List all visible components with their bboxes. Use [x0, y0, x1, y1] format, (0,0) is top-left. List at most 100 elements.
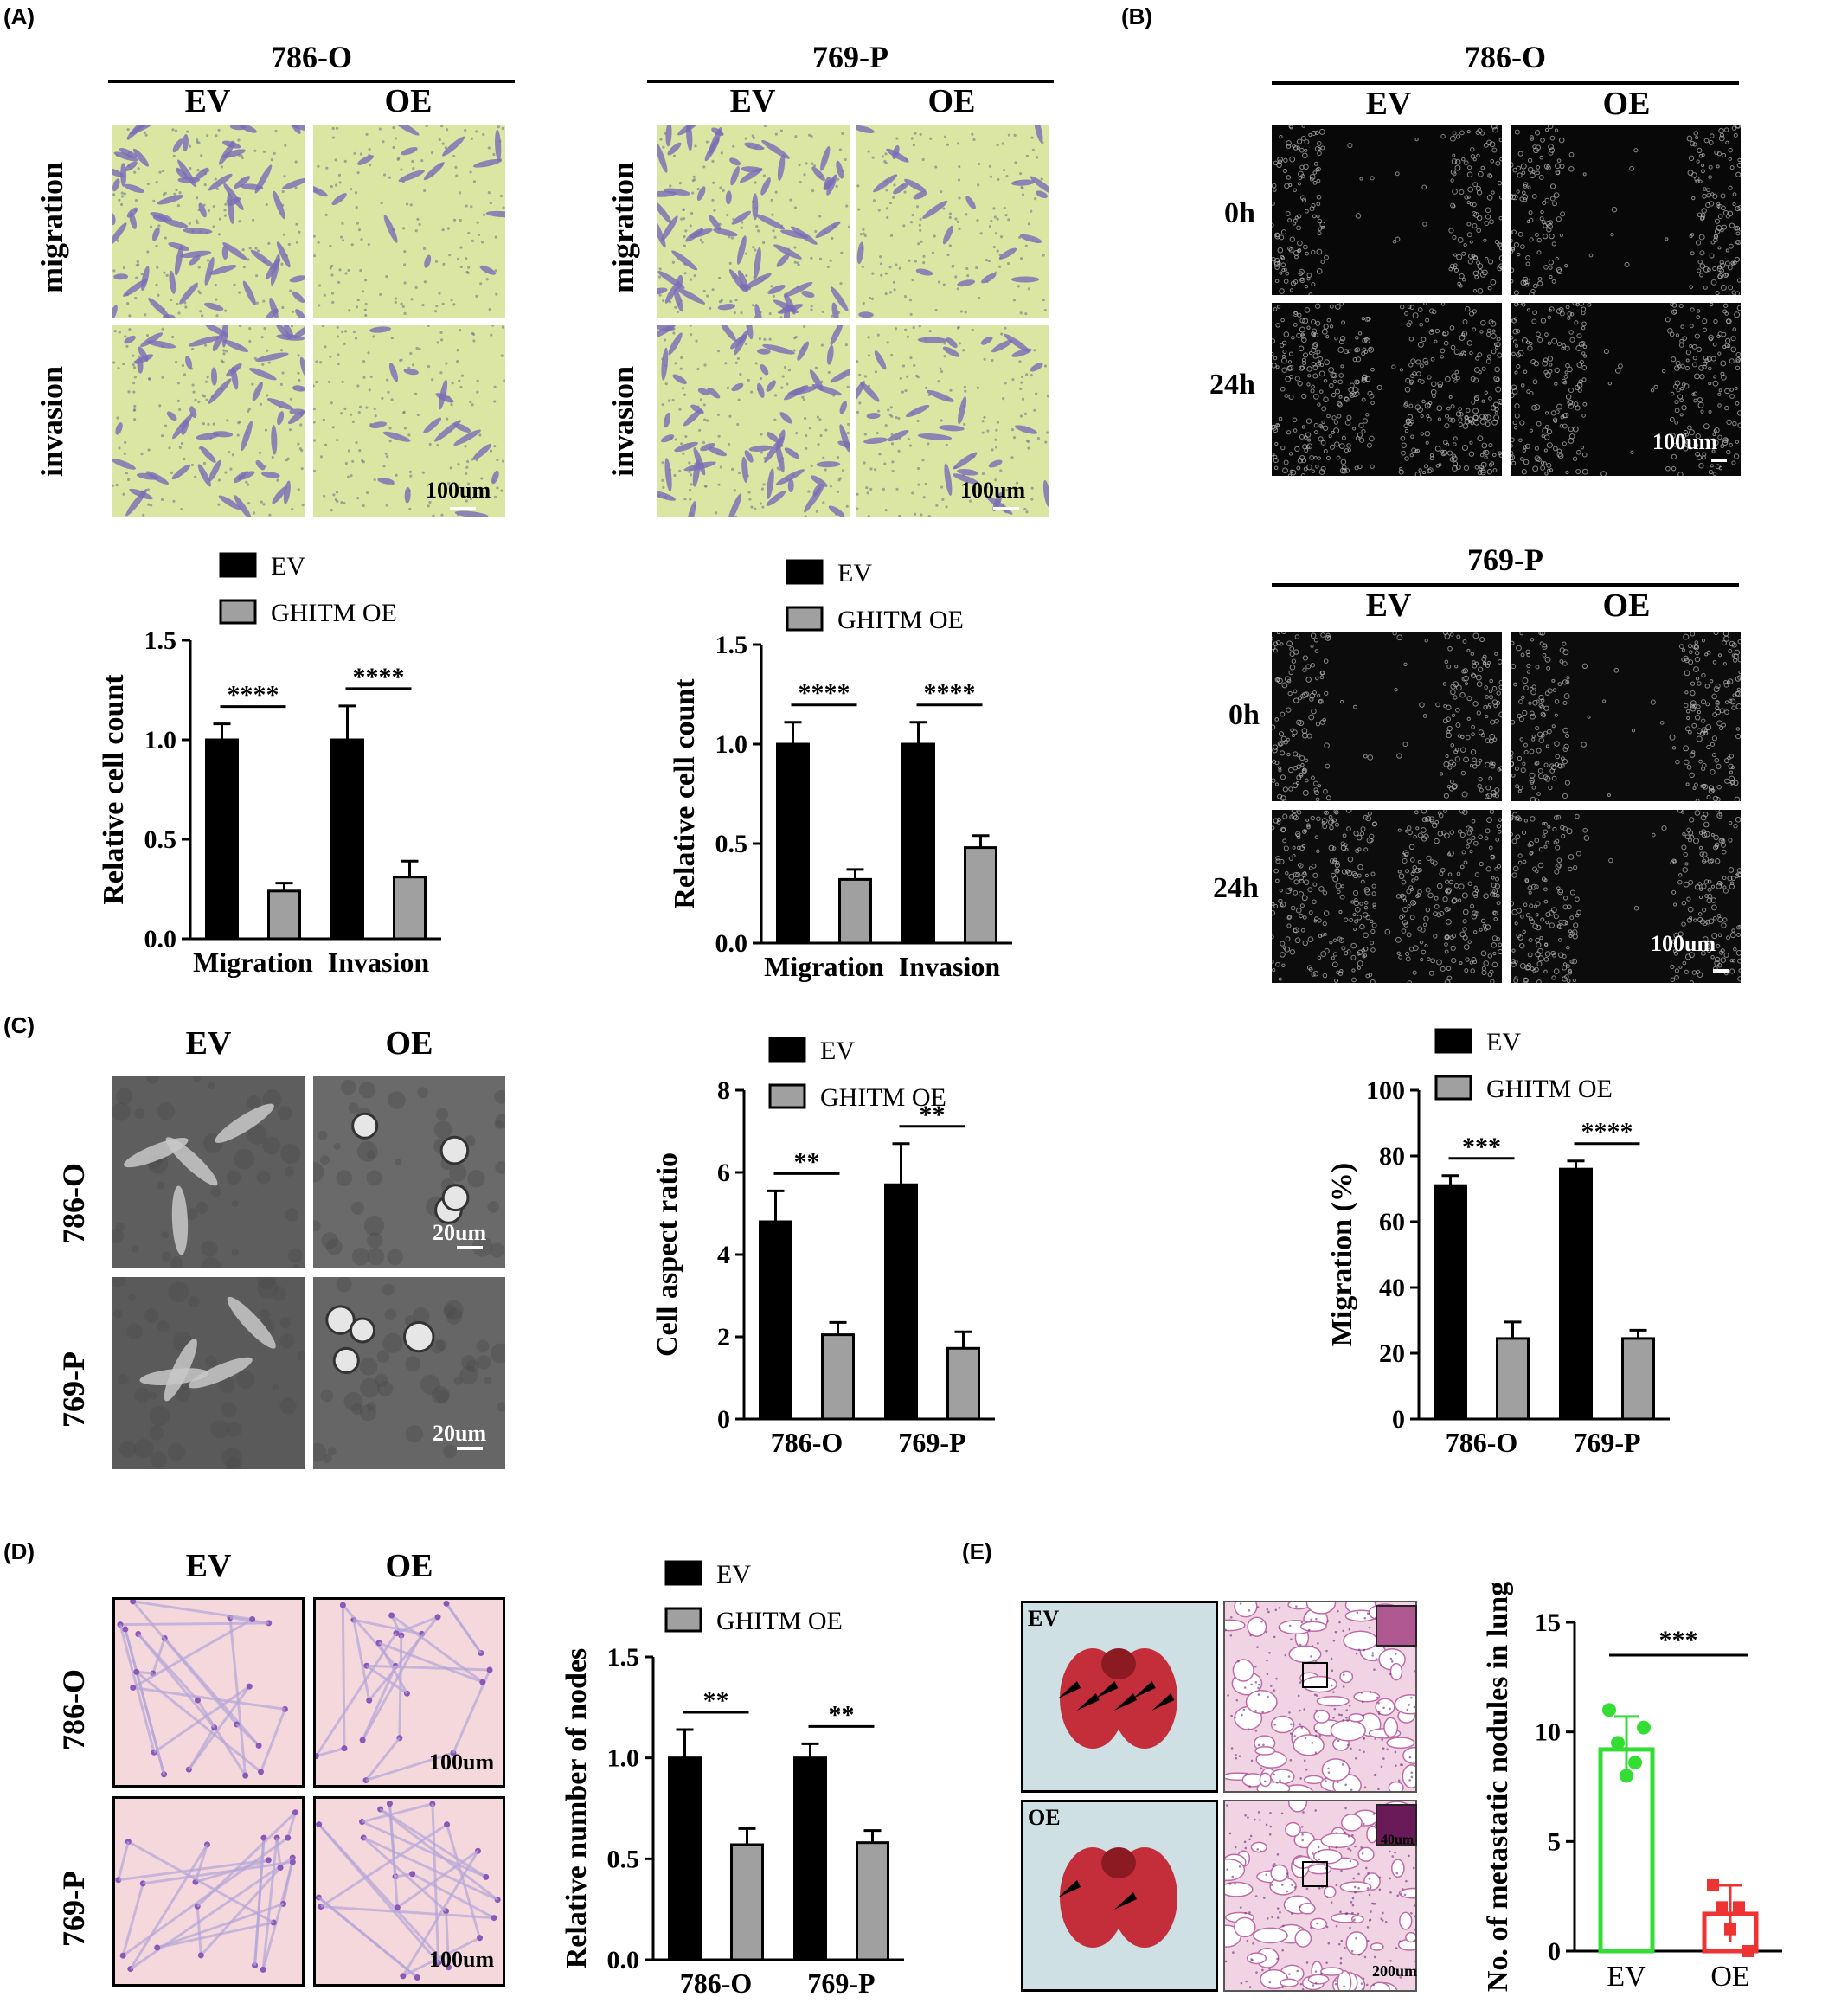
col-label-ev: EV: [112, 1547, 305, 1585]
panel-label-a: (A): [3, 3, 35, 30]
scale-bar-label: 40um: [1381, 1833, 1414, 1848]
legend-label: GHITM OE: [1486, 1075, 1613, 1103]
transwell-image: [112, 125, 305, 318]
row-label-786o: 786-O: [55, 1147, 92, 1260]
inset-image: [1376, 1605, 1417, 1647]
wound-image: [1272, 632, 1502, 801]
col-label-oe: OE: [1510, 85, 1743, 123]
transwell-image: [112, 325, 305, 517]
y-tick-label: 0: [717, 1405, 730, 1434]
scale-bar: [993, 507, 1019, 510]
y-tick-label: 0.5: [715, 830, 748, 858]
legend-swatch: [787, 607, 822, 630]
row-label-769p: 769-P: [55, 1852, 92, 1965]
y-tick-label: 1.0: [607, 1744, 640, 1773]
y-axis-label: No. of metastatic nodules in lung: [1482, 1582, 1514, 1992]
legend-swatch: [666, 1562, 701, 1584]
y-tick-label: 1.5: [144, 626, 177, 655]
scale-bar-label: 20um: [433, 1220, 486, 1246]
col-label-ev: EV: [112, 1024, 305, 1063]
x-tick-label: 769-P: [807, 1968, 875, 1999]
scale-bar: [1711, 459, 1727, 462]
wound-image: [1272, 810, 1502, 983]
y-tick-label: 20: [1379, 1339, 1405, 1368]
panel-b-top-title: 786-O: [1272, 39, 1739, 75]
row-label-oe: OE: [1028, 1805, 1061, 1831]
significance-label: ****: [924, 679, 976, 708]
y-tick-label: 0.5: [144, 825, 177, 854]
data-point: [1620, 1769, 1633, 1782]
col-label-oe: OE: [313, 1547, 505, 1585]
col-label-ev: EV: [658, 82, 848, 120]
y-axis-label: Relative cell count: [669, 678, 701, 909]
y-tick-label: 60: [1379, 1208, 1405, 1236]
col-label-oe: OE: [313, 82, 504, 120]
legend-swatch: [1436, 1030, 1471, 1052]
scale-bar: [1713, 969, 1729, 973]
col-label-ev: EV: [112, 82, 303, 120]
scale-bar-label: 100um: [429, 1947, 494, 1973]
x-tick-label: 786-O: [1446, 1427, 1518, 1458]
bar: [778, 744, 809, 943]
chart-d-nodes: 0.0 0.5 1.0 1.5 Relative number of nodes 786-…: [536, 1553, 969, 2012]
row-label-ev: EV: [1028, 1606, 1059, 1632]
significance-label: ****: [799, 679, 850, 708]
x-tick-label: 769-P: [1573, 1427, 1640, 1458]
data-point: [1742, 1945, 1754, 1957]
data-point: [1602, 1703, 1616, 1717]
scale-bar: [450, 507, 476, 510]
bar: [886, 1185, 917, 1419]
legend-swatch: [666, 1608, 701, 1631]
y-tick-label: 5: [1548, 1827, 1561, 1856]
significance-label: ***: [1659, 1626, 1698, 1654]
scale-bar: [457, 1447, 483, 1450]
scale-bar-label: 100um: [960, 478, 1025, 504]
data-point: [1724, 1923, 1736, 1936]
y-tick-label: 0.0: [607, 1946, 640, 1974]
scale-bar-label: 100um: [429, 1750, 494, 1775]
data-point: [1611, 1736, 1625, 1750]
bar: [1498, 1339, 1529, 1419]
wound-image: [1272, 125, 1502, 295]
y-tick-label: 0.0: [715, 929, 748, 958]
bar: [1435, 1185, 1466, 1419]
y-tick-label: 100: [1366, 1076, 1405, 1105]
col-label-ev: EV: [1272, 587, 1505, 625]
bar: [269, 891, 300, 939]
x-tick-label: Migration: [193, 947, 313, 978]
legend-swatch: [770, 1038, 805, 1061]
y-tick-label: 15: [1535, 1608, 1561, 1637]
y-tick-label: 1.5: [607, 1643, 640, 1672]
transwell-image: [658, 125, 850, 318]
tube-image: [112, 1796, 305, 1987]
wound-image: [1511, 632, 1741, 801]
bar: [332, 740, 363, 939]
row-label-786o: 786-O: [55, 1653, 92, 1766]
y-tick-label: 0: [1548, 1937, 1561, 1966]
y-tick-label: 40: [1379, 1274, 1405, 1302]
row-label-invasion: invasion: [34, 352, 70, 491]
y-tick-label: 1.5: [715, 631, 748, 659]
chart-a-769p: 0.0 0.5 1.0 1.5 Relative cell count Migration…: [632, 545, 1030, 995]
panel-label-c: (C): [3, 1012, 35, 1039]
x-tick-label: Migration: [764, 951, 884, 982]
bar: [1561, 1169, 1592, 1419]
x-tick-label: EV: [1607, 1961, 1646, 1993]
significance-label: ****: [1581, 1118, 1633, 1146]
bar: [732, 1845, 763, 1960]
y-tick-label: 0.5: [607, 1845, 640, 1873]
x-tick-label: 786-O: [680, 1968, 753, 1999]
y-tick-label: 6: [717, 1159, 730, 1187]
scale-bar-label: 100um: [426, 478, 491, 504]
significance-label: **: [794, 1147, 820, 1176]
x-tick-label: OE: [1710, 1961, 1749, 1993]
y-tick-label: 1.0: [144, 726, 177, 754]
y-tick-label: 1.0: [715, 730, 748, 759]
col-label-oe: OE: [1510, 587, 1743, 625]
x-tick-label: 769-P: [898, 1427, 965, 1458]
y-axis-label: Migration (%): [1326, 1163, 1358, 1346]
y-axis-label: Relative number of nodes: [561, 1648, 593, 1969]
